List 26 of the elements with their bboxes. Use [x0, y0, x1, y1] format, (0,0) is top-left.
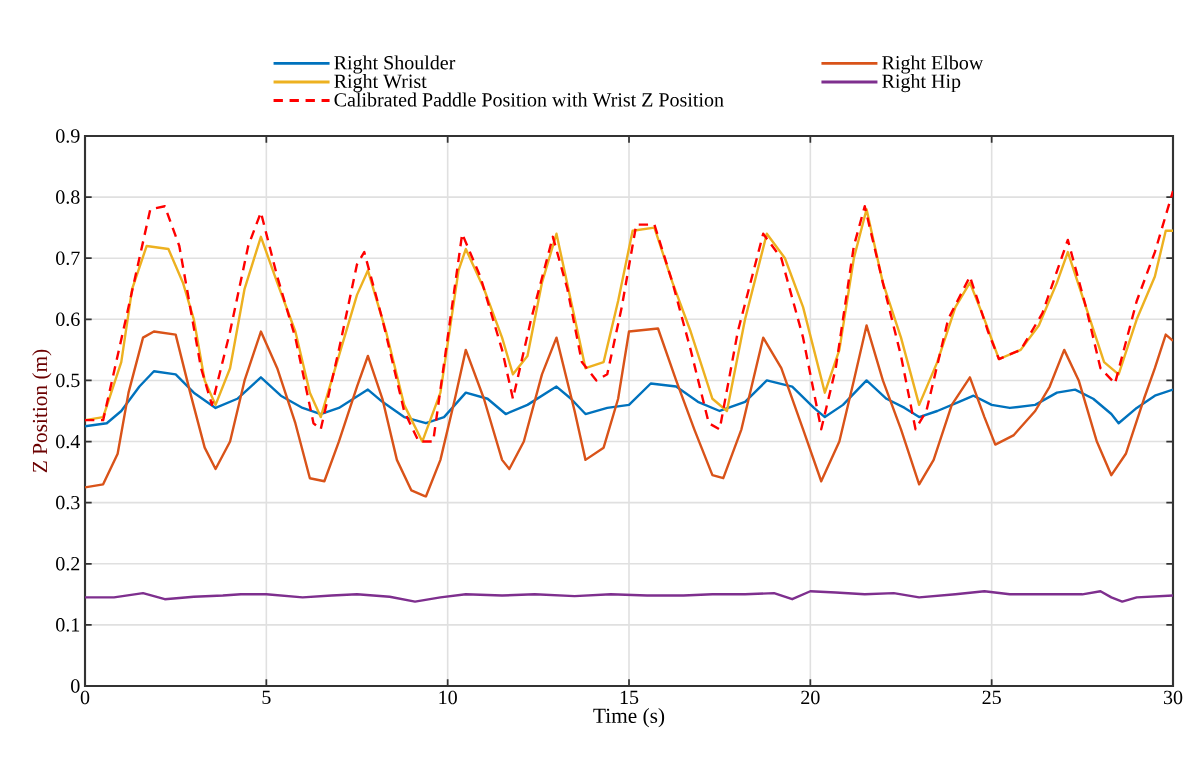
x-tick-label: 20 — [801, 690, 820, 705]
y-tick-label: 0 — [71, 679, 80, 693]
y-tick-label: 0.7 — [56, 251, 80, 266]
legend-label: Right Wrist — [334, 73, 427, 93]
x-tick-label: 0 — [80, 690, 90, 705]
x-axis-title: Time (s) — [593, 708, 665, 728]
y-tick-label: 0.1 — [56, 618, 80, 632]
legend-label: Calibrated Paddle Position with Wrist Z Position — [334, 92, 724, 107]
y-tick-label: 0.3 — [56, 495, 80, 510]
x-tick-label: 10 — [439, 690, 457, 705]
legend-label: Right Shoulder — [334, 55, 456, 74]
y-axis-title: Z Position (m) — [32, 349, 52, 473]
y-tick-label: 0.4 — [56, 434, 80, 449]
y-tick-label: 0.2 — [56, 556, 80, 571]
line-series — [85, 324, 1173, 498]
legend-label: Right Hip — [882, 73, 961, 93]
x-tick-label: 25 — [982, 690, 1001, 705]
x-tick-label: 15 — [620, 690, 639, 705]
y-tick-label: 0.8 — [56, 190, 80, 204]
legend-label: Right Elbow — [882, 55, 984, 74]
x-tick-label: 5 — [262, 690, 271, 704]
y-tick-label: 0.6 — [56, 312, 80, 327]
x-tick-label: 30 — [1163, 690, 1183, 705]
y-tick-label: 0.5 — [56, 373, 80, 388]
y-tick-label: 0.9 — [56, 129, 80, 143]
line-series — [85, 370, 1173, 428]
